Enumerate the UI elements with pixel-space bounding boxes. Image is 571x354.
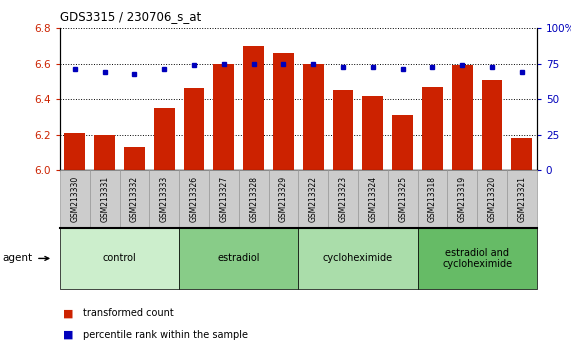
Bar [273,53,294,170]
Text: GSM213332: GSM213332 [130,176,139,222]
Text: GSM213322: GSM213322 [309,176,317,222]
Text: ■: ■ [63,308,73,318]
Bar [392,115,413,170]
Text: GDS3315 / 230706_s_at: GDS3315 / 230706_s_at [60,10,201,23]
Text: GSM213324: GSM213324 [368,176,377,222]
Text: GSM213329: GSM213329 [279,176,288,222]
Bar [94,135,115,170]
Text: ■: ■ [63,330,73,339]
Text: transformed count: transformed count [83,308,174,318]
Text: cycloheximide: cycloheximide [323,253,393,263]
Text: percentile rank within the sample: percentile rank within the sample [83,330,248,339]
Bar [154,108,175,170]
Text: GSM213326: GSM213326 [190,176,199,222]
Text: agent: agent [3,253,33,263]
Text: GSM213320: GSM213320 [488,176,497,222]
Bar [452,65,473,170]
Text: control: control [103,253,136,263]
Bar [303,64,324,170]
Bar [184,88,204,170]
Text: estradiol and
cycloheximide: estradiol and cycloheximide [442,247,512,269]
Text: GSM213319: GSM213319 [458,176,467,222]
Text: GSM213331: GSM213331 [100,176,109,222]
Bar [363,96,383,170]
Bar [65,133,85,170]
Text: GSM213318: GSM213318 [428,176,437,222]
Text: GSM213327: GSM213327 [219,176,228,222]
Bar [243,46,264,170]
Bar [422,87,443,170]
Text: GSM213328: GSM213328 [249,176,258,222]
Bar [333,90,353,170]
Text: GSM213325: GSM213325 [398,176,407,222]
Bar [124,147,145,170]
Text: GSM213321: GSM213321 [517,176,526,222]
Text: GSM213330: GSM213330 [70,176,79,222]
Text: estradiol: estradiol [218,253,260,263]
Bar [214,64,234,170]
Bar [512,138,532,170]
Bar [481,80,502,170]
Text: GSM213333: GSM213333 [160,176,169,222]
Text: GSM213323: GSM213323 [339,176,348,222]
